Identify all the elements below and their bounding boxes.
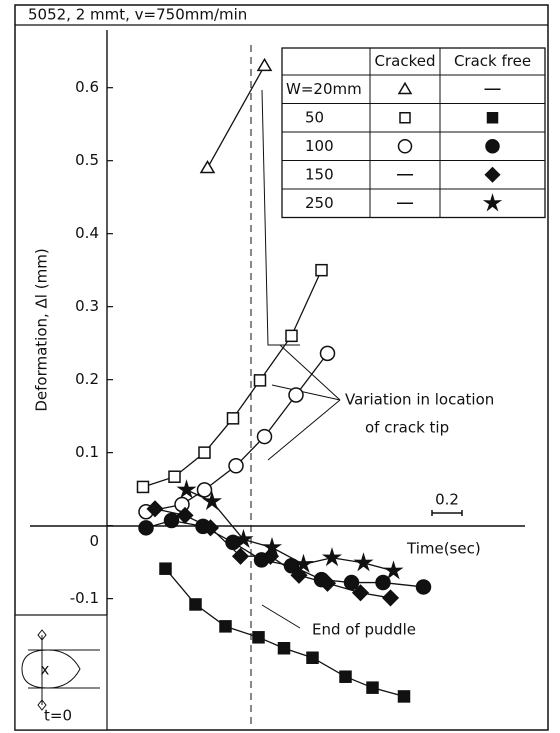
scale-bar-label: 0.2 <box>435 491 459 509</box>
series <box>138 345 336 520</box>
marker <box>319 345 336 362</box>
y-tick-label: 0.4 <box>75 224 99 242</box>
legend: Cracked Crack free W=20mm 50 100 150 250 <box>281 47 546 219</box>
marker <box>199 159 216 174</box>
marker <box>486 112 499 124</box>
series <box>176 479 404 580</box>
inset-box <box>14 614 108 731</box>
marker <box>159 562 172 575</box>
annotation: End of puddle <box>312 621 416 639</box>
marker <box>231 547 250 565</box>
marker <box>397 81 413 95</box>
marker <box>375 574 391 591</box>
marker <box>138 520 154 536</box>
legend-label: 100 <box>305 137 334 155</box>
marker <box>233 528 254 549</box>
marker <box>381 589 400 607</box>
marker <box>256 57 273 72</box>
y-tick-label: 0.5 <box>75 151 99 169</box>
marker <box>253 374 267 387</box>
x-axis-label: Time(sec) <box>406 540 481 558</box>
y-tick-label: 0.2 <box>75 370 99 388</box>
legend-label: 250 <box>305 194 334 212</box>
marker <box>219 620 232 633</box>
y-tick-label: 0.3 <box>75 297 99 315</box>
marker <box>351 584 370 602</box>
marker <box>383 560 404 580</box>
y-tick-label: -0.1 <box>70 589 99 607</box>
marker <box>482 193 503 212</box>
inset-diagram <box>21 629 100 711</box>
scale-bar <box>431 510 463 516</box>
marker <box>315 263 328 277</box>
fit-curve <box>145 519 424 588</box>
marker <box>285 329 298 343</box>
marker <box>399 112 411 124</box>
marker <box>484 166 501 183</box>
marker <box>168 470 181 483</box>
marker <box>485 139 500 154</box>
marker <box>318 574 337 592</box>
marker <box>277 642 291 655</box>
marker <box>163 512 180 529</box>
marker <box>343 574 360 591</box>
marker <box>290 566 308 584</box>
marker <box>293 553 314 573</box>
legend-label: W=20mm <box>286 80 362 98</box>
fit-curve <box>142 269 323 488</box>
marker <box>415 579 432 595</box>
fit-curve <box>206 65 266 169</box>
legend-box <box>281 47 546 219</box>
marker <box>366 681 379 694</box>
marker <box>176 479 197 499</box>
frame <box>14 4 549 731</box>
inset-label: t=0 <box>44 707 72 725</box>
y-tick-label: 0.6 <box>75 78 99 96</box>
legend-header: Cracked <box>375 52 436 70</box>
marker <box>198 446 211 459</box>
legend-header: Crack free <box>454 52 531 70</box>
marker <box>339 670 352 683</box>
series <box>146 500 400 607</box>
marker <box>146 500 164 518</box>
marker <box>136 480 150 494</box>
marker <box>252 631 265 644</box>
y-axis-label: Deformation, Δl (mm) <box>33 248 51 411</box>
legend-label: 50 <box>305 108 324 126</box>
marker <box>261 536 283 557</box>
marker <box>226 412 240 425</box>
marker <box>196 482 213 498</box>
marker <box>397 690 411 703</box>
marker <box>201 519 220 537</box>
series <box>136 263 328 494</box>
marker <box>288 387 304 403</box>
y-tick-label: 0 <box>89 532 99 550</box>
marker <box>397 139 413 154</box>
series <box>159 562 411 703</box>
inset-mark: x <box>41 661 50 679</box>
annotation-leaders <box>261 89 341 629</box>
annotation: Variation in location <box>345 391 494 409</box>
marker <box>189 598 202 611</box>
marker <box>228 458 244 474</box>
marker <box>201 490 223 511</box>
series <box>199 57 273 174</box>
annotation: of crack tip <box>365 419 449 437</box>
legend-label: 150 <box>305 165 334 183</box>
y-tick-label: 0.1 <box>75 443 99 461</box>
marker <box>306 651 319 664</box>
marker <box>256 428 273 445</box>
marker <box>321 547 343 567</box>
marker <box>176 506 194 524</box>
marker <box>353 552 374 572</box>
chart-title: 5052, 2 mmt, v=750mm/min <box>28 6 247 24</box>
